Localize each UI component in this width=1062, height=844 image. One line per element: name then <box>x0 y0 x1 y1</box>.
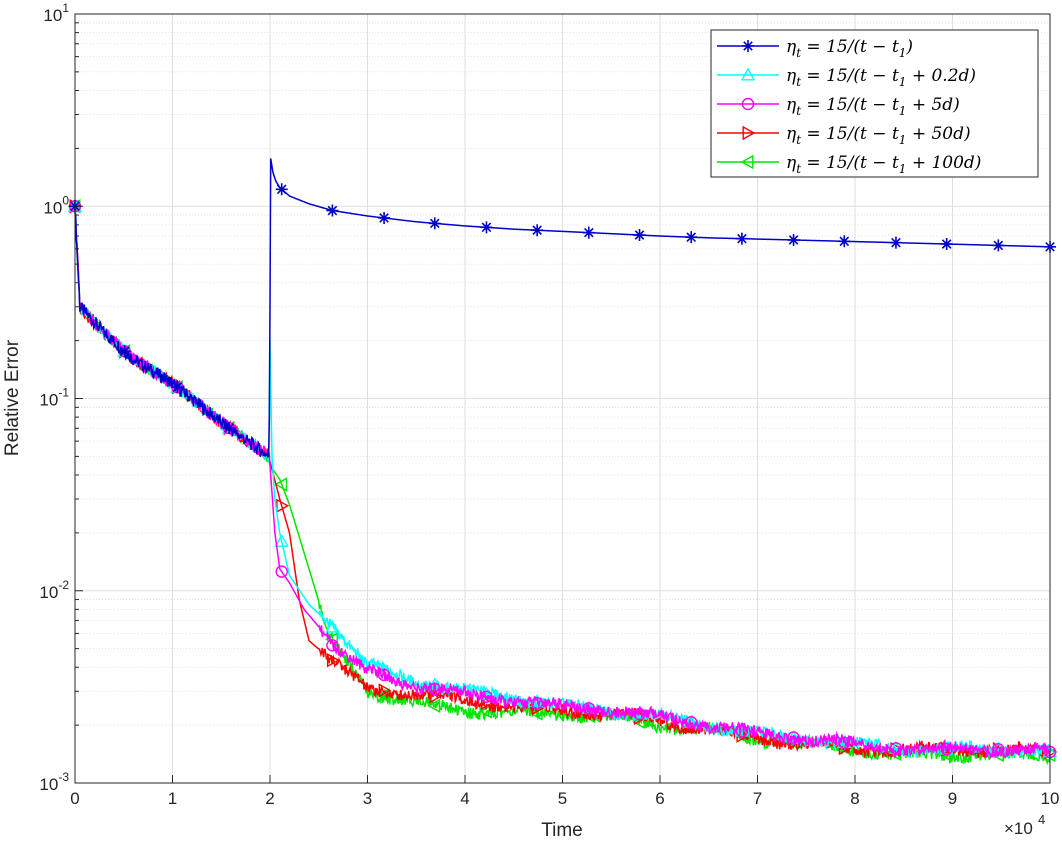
legend-marker <box>742 40 754 52</box>
legend-entry: ηt = 15/(t − t1) <box>717 37 913 60</box>
series-marker <box>787 233 800 246</box>
series-marker <box>530 696 544 710</box>
x-tick-label: 10 <box>1041 789 1060 808</box>
legend-entry: ηt = 15/(t − t1 + 50d) <box>717 124 971 147</box>
series-marker <box>685 716 698 729</box>
x-tick-label: 4 <box>460 789 469 808</box>
legend-marker <box>742 125 756 141</box>
series-marker <box>582 702 596 715</box>
y-axis-ticks: 101 100 10-1 10-2 10-3 <box>39 1 83 794</box>
series-marker <box>531 224 544 237</box>
series-marker <box>275 183 288 196</box>
series-marker <box>324 632 338 647</box>
y-tick-label: 100 <box>43 193 69 217</box>
legend-marker <box>740 67 756 81</box>
legend-entry: ηt = 15/(t − t1 + 5d) <box>717 95 960 118</box>
series-marker <box>889 742 903 755</box>
series-marker <box>428 682 441 696</box>
y-tick-label: 10-3 <box>39 770 69 794</box>
x-tick-label: 1 <box>168 789 177 808</box>
series-marker <box>480 690 493 703</box>
series-marker <box>939 747 953 763</box>
x-tick-label: 6 <box>655 789 664 808</box>
series-marker <box>275 565 288 578</box>
series-line <box>74 158 1051 459</box>
series-marker <box>274 533 289 547</box>
y-tick-label: 101 <box>43 1 69 25</box>
legend-label: ηt = 15/(t − t1 + 100d) <box>786 153 981 176</box>
series-marker <box>276 498 290 513</box>
series-marker <box>326 204 339 217</box>
series-marker <box>378 211 391 224</box>
legend-entry: ηt = 15/(t − t1 + 0.2d) <box>717 66 976 89</box>
legend-label: ηt = 15/(t − t1 + 0.2d) <box>786 66 976 89</box>
legend: ηt = 15/(t − t1) ηt = 15/(t − t1 + 0.2d) η… <box>710 29 1039 178</box>
series-0 <box>69 158 1056 459</box>
legend-entry: ηt = 15/(t − t1 + 100d) <box>717 153 981 176</box>
legend-label: ηt = 15/(t − t1) <box>786 37 913 60</box>
x-tick-label: 2 <box>265 789 274 808</box>
series-marker <box>377 668 391 682</box>
series-marker <box>633 229 646 242</box>
y-axis-label: Relative Error <box>2 339 23 456</box>
series-marker <box>735 724 749 738</box>
series-marker <box>838 235 851 248</box>
series-marker <box>378 683 392 698</box>
minor-grid <box>75 22 1050 726</box>
series-marker <box>940 742 953 756</box>
x-tick-label: 0 <box>70 789 79 808</box>
series-marker <box>787 731 800 744</box>
series-marker <box>427 698 441 713</box>
x-tick-label: 7 <box>753 789 762 808</box>
series-marker <box>171 381 184 394</box>
legend-marker <box>741 97 755 111</box>
x-exponent: ×10 4 <box>1004 812 1045 838</box>
series-marker <box>992 239 1005 252</box>
x-tick-label: 5 <box>558 789 567 808</box>
series-marker <box>889 236 902 249</box>
series-marker <box>582 226 595 239</box>
x-exponent-base: ×10 <box>1004 819 1033 838</box>
legend-label: ηt = 15/(t − t1 + 5d) <box>786 95 960 118</box>
series-marker <box>992 742 1005 756</box>
x-exponent-power: 4 <box>1038 812 1045 827</box>
x-tick-label: 9 <box>948 789 957 808</box>
series-layer <box>67 158 1058 766</box>
series-marker <box>118 345 131 358</box>
series-line <box>74 212 1051 760</box>
series-marker <box>428 217 441 230</box>
y-tick-label: 10-1 <box>39 386 69 410</box>
series-marker <box>633 707 646 721</box>
series-marker <box>838 736 851 749</box>
legend-marker <box>740 154 754 170</box>
series-marker <box>274 477 288 492</box>
series-marker <box>223 422 236 435</box>
legend-label: ηt = 15/(t − t1 + 50d) <box>786 124 971 147</box>
y-tick-label: 10-2 <box>39 578 69 602</box>
x-tick-label: 3 <box>363 789 372 808</box>
series-marker <box>326 653 340 668</box>
x-tick-label: 8 <box>850 789 859 808</box>
series-marker <box>325 619 340 633</box>
series-marker <box>685 231 698 244</box>
series-marker <box>735 232 748 245</box>
x-axis-label: Time <box>541 820 583 841</box>
series-marker <box>940 238 953 251</box>
series-marker <box>326 639 339 652</box>
x-axis-ticks: 0 1 2 3 4 5 6 7 8 9 10 <box>70 775 1059 808</box>
series-marker <box>480 221 493 234</box>
